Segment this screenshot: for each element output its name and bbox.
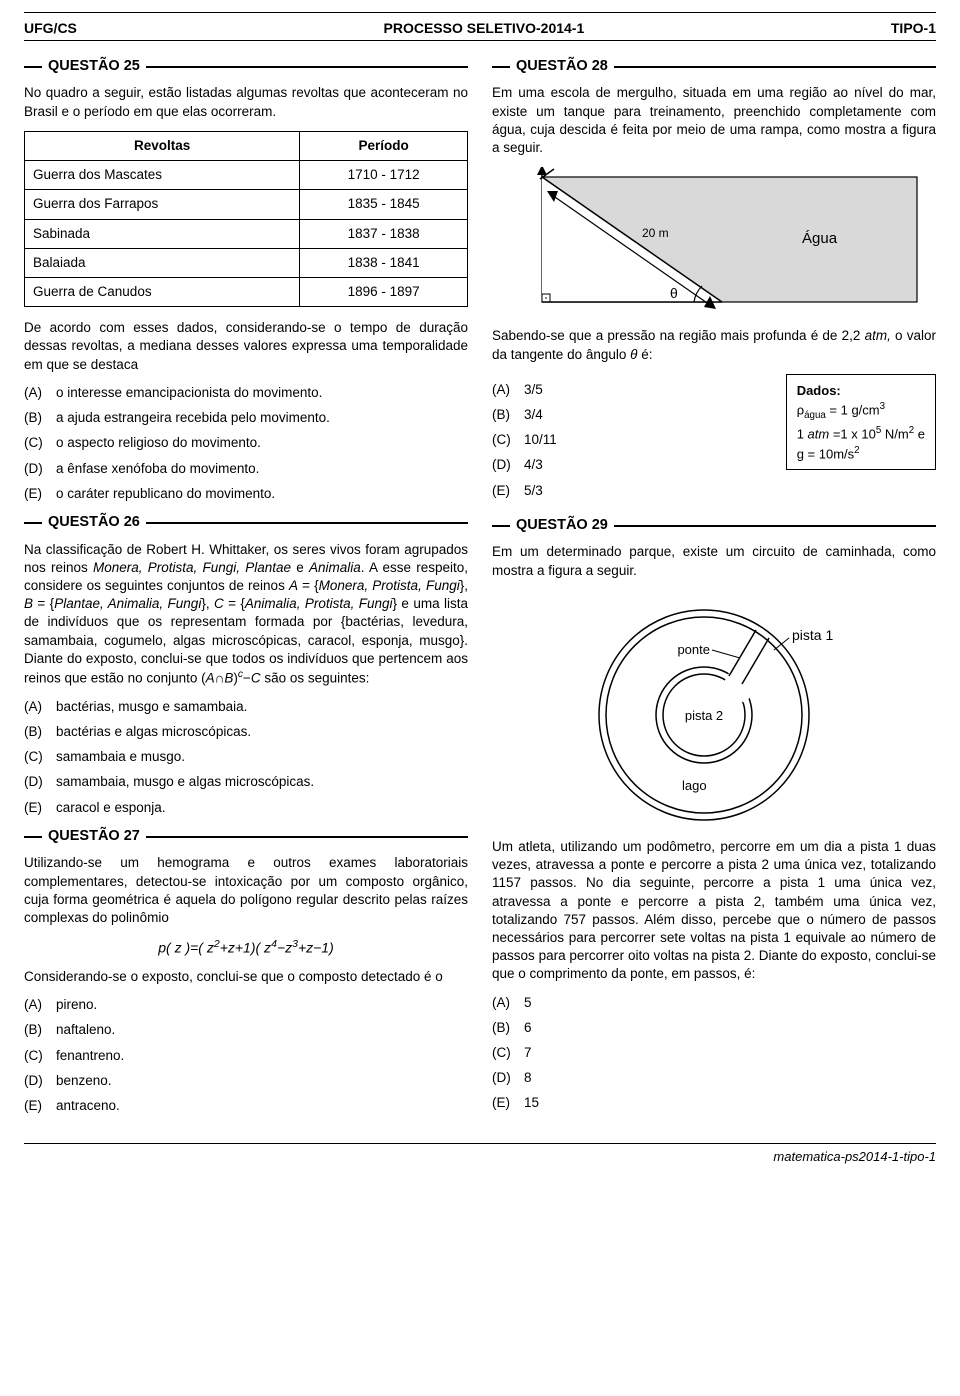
- q25-option-b: (B)a ajuda estrangeira recebida pelo mov…: [24, 409, 468, 427]
- q29-option-d: (D)8: [492, 1069, 936, 1087]
- q29-label-pista1: pista 1: [792, 627, 833, 643]
- table-row: Sabinada1837 - 1838: [25, 219, 468, 248]
- table-row: Guerra dos Mascates1710 - 1712: [25, 161, 468, 190]
- q26-body: Na classificação de Robert H. Whittaker,…: [24, 541, 468, 688]
- question-28-header: QUESTÃO 28: [492, 57, 936, 77]
- q29-mid: Um atleta, utilizando um podômetro, perc…: [492, 838, 936, 984]
- q25-table: Revoltas Período Guerra dos Mascates1710…: [24, 131, 468, 307]
- q28-diagram: 20 m Água θ: [492, 167, 922, 317]
- page-footer: matematica-ps2014-1-tipo-1: [24, 1143, 936, 1166]
- q28-option-d: (D)4/3: [492, 456, 770, 474]
- q26-option-e: (E)caracol e esponja.: [24, 799, 468, 817]
- q27-option-a: (A)pireno.: [24, 996, 468, 1014]
- q25-option-c: (C)o aspecto religioso do movimento.: [24, 434, 468, 452]
- q26-option-c: (C)samambaia e musgo.: [24, 748, 468, 766]
- q28-mid: Sabendo-se que a pressão na região mais …: [492, 327, 936, 363]
- header-right: TIPO-1: [891, 19, 936, 38]
- q28-data-line: 1 atm =1 x 105 N/m2 e: [797, 424, 925, 444]
- q28-option-e: (E)5/3: [492, 482, 770, 500]
- q27-intro: Utilizando-se um hemograma e outros exam…: [24, 854, 468, 927]
- q28-label-agua: Água: [802, 230, 838, 247]
- q26-option-b: (B)bactérias e algas microscópicas.: [24, 723, 468, 741]
- q25-mid: De acordo com esses dados, considerando-…: [24, 319, 468, 374]
- q28-data-line: g = 10m/s2: [797, 444, 925, 464]
- q26-option-a: (A)bactérias, musgo e samambaia.: [24, 698, 468, 716]
- q25-intro: No quadro a seguir, estão listadas algum…: [24, 84, 468, 120]
- q28-option-a: (A)3/5: [492, 381, 770, 399]
- header-left: UFG/CS: [24, 19, 77, 38]
- page-header: UFG/CS PROCESSO SELETIVO-2014-1 TIPO-1: [24, 15, 936, 40]
- table-row: Balaiada1838 - 1841: [25, 248, 468, 277]
- q28-data-box: Dados: ρágua = 1 g/cm3 1 atm =1 x 105 N/…: [786, 374, 936, 471]
- q28-data-line: ρágua = 1 g/cm3: [797, 400, 925, 424]
- q29-option-b: (B)6: [492, 1019, 936, 1037]
- q27-option-c: (C)fenantreno.: [24, 1047, 468, 1065]
- question-29-header: QUESTÃO 29: [492, 516, 936, 536]
- q26-option-d: (D)samambaia, musgo e algas microscópica…: [24, 773, 468, 791]
- q25-th-revoltas: Revoltas: [25, 131, 300, 160]
- header-center: PROCESSO SELETIVO-2014-1: [384, 19, 585, 38]
- q29-option-c: (C)7: [492, 1044, 936, 1062]
- q28-option-c: (C)10/11: [492, 431, 770, 449]
- q27-formula: p( z )=( z2+z+1)( z4−z3+z−1): [24, 937, 468, 958]
- q28-option-b: (B)3/4: [492, 406, 770, 424]
- q25-option-a: (A)o interesse emancipacionista do movim…: [24, 384, 468, 402]
- q29-option-a: (A)5: [492, 994, 936, 1012]
- q27-mid: Considerando-se o exposto, conclui-se qu…: [24, 968, 468, 986]
- q25-option-e: (E)o caráter republicano do movimento.: [24, 485, 468, 503]
- table-row: Guerra de Canudos1896 - 1897: [25, 277, 468, 306]
- table-row: Guerra dos Farrapos1835 - 1845: [25, 190, 468, 219]
- q29-label-ponte: ponte: [677, 642, 710, 657]
- q29-label-pista2: pista 2: [685, 708, 723, 723]
- q28-theta: θ: [670, 285, 678, 301]
- question-25-header: QUESTÃO 25: [24, 57, 468, 77]
- question-26-header: QUESTÃO 26: [24, 513, 468, 533]
- q29-diagram: pista 1 ponte pista 2 lago: [564, 590, 864, 830]
- q28-label-20m: 20 m: [642, 226, 669, 240]
- q27-option-e: (E)antraceno.: [24, 1097, 468, 1115]
- q29-intro: Em um determinado parque, existe um circ…: [492, 543, 936, 579]
- q28-intro: Em uma escola de mergulho, situada em um…: [492, 84, 936, 157]
- q29-label-lago: lago: [682, 778, 707, 793]
- q25-option-d: (D)a ênfase xenófoba do movimento.: [24, 460, 468, 478]
- q29-option-e: (E)15: [492, 1094, 936, 1112]
- q27-option-d: (D)benzeno.: [24, 1072, 468, 1090]
- q27-option-b: (B)naftaleno.: [24, 1021, 468, 1039]
- q28-data-title: Dados:: [797, 381, 925, 401]
- question-27-header: QUESTÃO 27: [24, 827, 468, 847]
- q25-th-periodo: Período: [300, 131, 468, 160]
